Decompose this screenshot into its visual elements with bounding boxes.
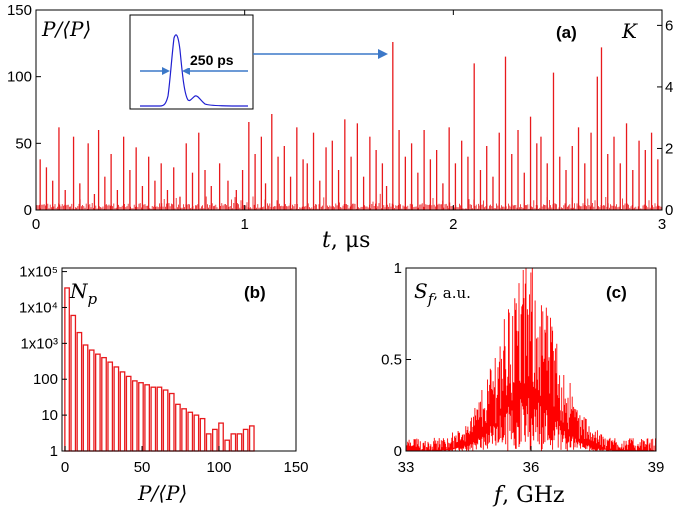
panel-b-ylabel-sub: p <box>88 290 98 308</box>
panel-b-bar-0 <box>64 287 70 452</box>
panel-b-xtick-3: 150 <box>283 459 308 476</box>
panel-b-bar-22 <box>199 417 206 452</box>
panel-c-xtick-0: 33 <box>398 459 415 476</box>
panel-a-ytick-right-2: 4 <box>665 79 673 96</box>
panel-b-bar-21 <box>193 414 200 452</box>
panel-c-ylabel-sub: f <box>427 290 436 308</box>
panel-b-ticks: 0 50 100 150 1 10 100 1x10³ 1x10⁴ 1x10⁵ <box>19 264 309 476</box>
panel-a-ytick-right-1: 2 <box>665 140 673 157</box>
panel-c-ticks: 33 36 39 0 0.5 1 <box>381 260 664 476</box>
panel-b-xtick-2: 100 <box>207 459 232 476</box>
panel-b-bar-5 <box>95 353 101 452</box>
panel-a-inset: 250 ps <box>129 14 254 110</box>
panel-a-label: (a) <box>556 23 577 42</box>
panel-a-xlabel-var: t <box>322 228 331 253</box>
panel-b-bar-13 <box>144 384 150 452</box>
inset-arrowhead-right <box>182 67 190 75</box>
panel-b-bar-9 <box>119 371 126 452</box>
panel-b-bar-11 <box>131 380 138 452</box>
panel-c-ytick-2: 1 <box>394 260 402 277</box>
panel-b-bar-18 <box>175 403 181 452</box>
panel-a-noise-floor <box>36 193 662 210</box>
panel-c-ytick-0: 0 <box>394 443 402 460</box>
panel-c-label: (c) <box>606 283 627 302</box>
panel-b-bar-24 <box>212 428 218 452</box>
panel-b-bar-14 <box>150 386 157 452</box>
panel-b-bar-12 <box>138 382 144 452</box>
panel-a-series <box>36 42 662 210</box>
panel-b-bars <box>64 287 255 452</box>
panel-b-bar-30 <box>248 425 255 452</box>
panel-c-ylabel-unit: , a.u. <box>433 284 471 302</box>
inset-arrowhead-left <box>162 67 170 75</box>
inset-label-bg <box>186 51 246 68</box>
panel-a-ytick-right-0: 0 <box>665 202 673 219</box>
panel-b-ytick-0: 1 <box>50 443 58 460</box>
panel-a-xtick-2: 2 <box>449 216 457 233</box>
panel-b-ytick-2: 100 <box>33 371 58 388</box>
panel-b: 0 50 100 150 1 10 100 1x10³ 1x10⁴ 1x10⁵ Np (b) P/… <box>19 264 309 505</box>
panel-a-ytick-left-1: 50 <box>15 135 32 152</box>
panel-b-frame <box>61 267 297 452</box>
panel-b-ytick-1: 10 <box>41 407 58 424</box>
panel-a-ylabel-right: K <box>621 19 638 43</box>
panel-b-bar-3 <box>82 344 89 452</box>
panel-a-xtick-1: 1 <box>240 216 248 233</box>
panel-b-xlabel: P/⟨P⟩ <box>137 481 187 505</box>
panel-a-frame <box>35 9 663 211</box>
inset-pointer-arrowhead <box>378 49 388 59</box>
panel-c-xlabel-unit: , GHz <box>502 483 564 508</box>
panel-b-bar-4 <box>88 349 95 452</box>
panel-b-bar-2 <box>76 331 83 452</box>
panel-a-xtick-3: 3 <box>658 216 666 233</box>
panel-a-xlabel: t, μs <box>322 228 370 253</box>
panel-b-bar-20 <box>187 411 194 452</box>
panel-b-bar-26 <box>224 439 231 452</box>
panel-b-bar-23 <box>205 433 212 452</box>
panel-a-xtick-0: 0 <box>32 216 40 233</box>
panel-c-ytick-1: 0.5 <box>381 352 402 369</box>
panel-b-bar-16 <box>162 389 169 452</box>
panel-b-bar-29 <box>242 428 249 452</box>
inset-pulse <box>140 34 249 107</box>
inset-annotation: 250 ps <box>190 52 234 68</box>
panel-b-ylabel: Np <box>69 279 98 308</box>
panel-b-bar-1 <box>70 314 77 452</box>
panel-c-series <box>406 268 656 451</box>
panel-b-bar-28 <box>236 433 243 452</box>
panel-b-bar-15 <box>156 386 163 452</box>
panel-c-ylabel: Sf, a.u. <box>414 279 471 308</box>
panel-b-bar-19 <box>181 408 187 452</box>
panel-b-ytick-4: 1x10⁴ <box>19 299 58 316</box>
panel-a-ytick-left-3: 150 <box>7 2 32 19</box>
panel-b-ytick-5: 1x10⁵ <box>19 264 58 281</box>
panel-b-label: (b) <box>244 283 266 302</box>
panel-b-xtick-1: 50 <box>134 459 151 476</box>
panel-c-xlabel: f, GHz <box>492 483 565 508</box>
panel-b-bar-6 <box>101 356 107 452</box>
panel-a-ylabel-left: P/⟨P⟩ <box>41 17 91 41</box>
panel-c-spectrum <box>406 268 656 451</box>
panel-a-ytick-left-2: 100 <box>7 69 32 86</box>
panel-b-ytick-3: 1x10³ <box>20 335 58 352</box>
panel-a-xlabel-unit: , μs <box>331 228 371 253</box>
panel-b-bar-7 <box>107 361 114 452</box>
panel-b-ylabel-main: N <box>69 279 89 303</box>
panel-b-xtick-0: 0 <box>61 459 69 476</box>
panel-a-ytick-left-0: 0 <box>24 202 32 219</box>
panel-c-ylabel-main: S <box>414 279 428 303</box>
panel-b-bar-8 <box>113 366 120 452</box>
panel-a-ytick-right-3: 6 <box>665 17 673 34</box>
panel-b-bar-10 <box>125 375 132 452</box>
panel-b-bar-17 <box>168 392 175 452</box>
panel-c-xtick-2: 39 <box>648 459 665 476</box>
panel-b-bar-27 <box>230 433 237 452</box>
panel-c-xtick-1: 36 <box>523 459 540 476</box>
